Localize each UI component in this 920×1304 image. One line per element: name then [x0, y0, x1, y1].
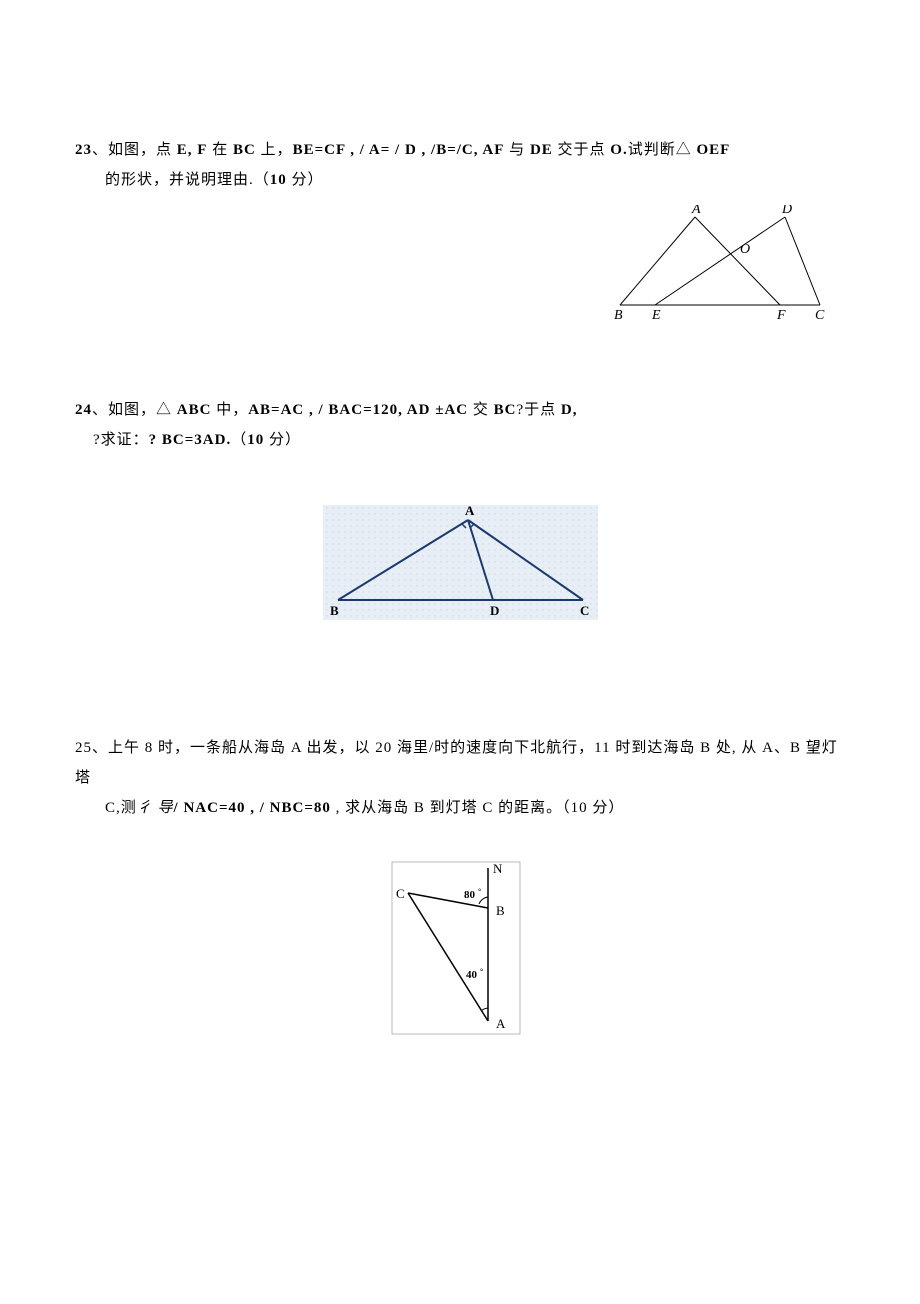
- problem-24-text: 24、如图，△ ABC 中，AB=AC , / BAC=120, AD ±AC …: [75, 395, 845, 455]
- svg-text:E: E: [651, 308, 661, 323]
- figure-25: 80°40°NBAC: [75, 858, 845, 1038]
- svg-text:B: B: [330, 603, 339, 618]
- problem-number: 23: [75, 142, 92, 158]
- p25-l1: 、上午 8 时，一条船从海岛 A 出发，以 20 海里/时的速度向下北航行，11…: [75, 740, 838, 786]
- svg-text:°: °: [478, 887, 481, 896]
- svg-text:D: D: [490, 603, 499, 618]
- p23-l1: 、如图，点 E, F 在 BC 上，BE=CF , / A= / D , /B=…: [92, 142, 730, 158]
- page: 23、如图，点 E, F 在 BC 上，BE=CF , / A= / D , /…: [0, 0, 920, 1118]
- svg-text:O: O: [740, 242, 750, 257]
- problem-23-text: 23、如图，点 E, F 在 BC 上，BE=CF , / A= / D , /…: [75, 135, 845, 195]
- svg-text:F: F: [776, 308, 786, 323]
- figure-23: A B C D E F O: [610, 205, 835, 325]
- svg-text:°: °: [480, 967, 483, 976]
- svg-text:B: B: [496, 903, 505, 918]
- problem-24: 24、如图，△ ABC 中，AB=AC , / BAC=120, AD ±AC …: [75, 395, 845, 623]
- p23-l2: 的形状，并说明理由.（10 分）: [75, 165, 845, 195]
- svg-text:C: C: [396, 886, 405, 901]
- p24-l2: ?求证：? BC=3AD.（10 分）: [75, 425, 845, 455]
- p24-l1: 、如图，△ ABC 中，AB=AC , / BAC=120, AD ±AC 交 …: [92, 402, 578, 418]
- svg-text:B: B: [614, 308, 623, 323]
- svg-text:C: C: [580, 603, 589, 618]
- problem-23: 23、如图，点 E, F 在 BC 上，BE=CF , / A= / D , /…: [75, 135, 845, 325]
- problem-25: 25、上午 8 时，一条船从海岛 A 出发，以 20 海里/时的速度向下北航行，…: [75, 733, 845, 1038]
- problem-number: 24: [75, 402, 92, 418]
- svg-text:A: A: [691, 205, 701, 217]
- svg-text:40: 40: [466, 969, 478, 981]
- problem-25-text: 25、上午 8 时，一条船从海岛 A 出发，以 20 海里/时的速度向下北航行，…: [75, 733, 845, 823]
- svg-text:D: D: [781, 205, 792, 217]
- svg-text:A: A: [496, 1016, 506, 1031]
- svg-text:80: 80: [464, 889, 476, 901]
- problem-number: 25: [75, 740, 92, 756]
- svg-text:N: N: [493, 861, 503, 876]
- figure-24: A B C D: [75, 505, 845, 623]
- svg-text:A: A: [465, 505, 475, 518]
- svg-text:C: C: [815, 308, 825, 323]
- p25-l2: C,测彳 导/ NAC=40 , / NBC=80 , 求从海岛 B 到灯塔 C…: [75, 793, 845, 823]
